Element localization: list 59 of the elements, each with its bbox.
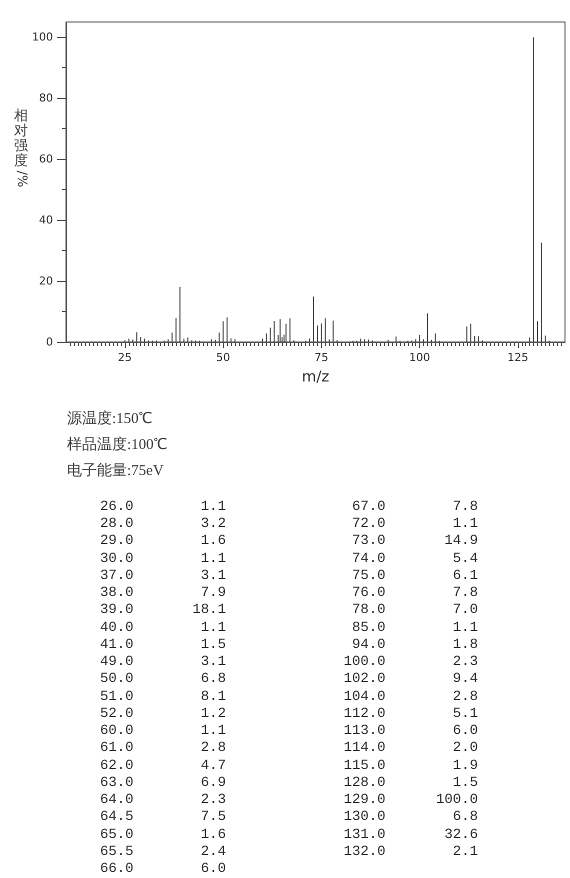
text: 41.0 1.5: [100, 636, 226, 653]
text: 61.0 2.8: [100, 740, 226, 756]
x-tick-label: 50: [216, 351, 230, 364]
text: 85.0 1.1: [352, 620, 478, 636]
text: 49.0 3.1: [100, 654, 226, 670]
text: 112.0 5.1: [344, 706, 478, 722]
text: 60.0 1.1: [100, 723, 226, 740]
text: 130.0 6.8: [344, 809, 478, 826]
x-tick-label: 25: [118, 351, 132, 364]
text: 26.0 1.1: [100, 499, 226, 515]
x-axis-title: m/z: [302, 368, 330, 386]
text: 132.0 2.1: [344, 844, 478, 860]
x-tick-label: 100: [409, 351, 430, 364]
x-tick-label: 125: [507, 351, 528, 364]
text: 样品温度:100℃: [67, 436, 168, 454]
text: 94.0 1.8: [352, 636, 478, 653]
y-tick-label: 80: [39, 92, 53, 105]
y-tick-label: 40: [39, 214, 53, 227]
text: 65.0 1.6: [100, 826, 226, 843]
text: 40.0 1.1: [100, 620, 226, 636]
text: 66.0 6.0: [100, 861, 226, 878]
text: 78.0 7.0: [352, 602, 478, 618]
text: 63.0 6.9: [100, 774, 226, 791]
text: 74.0 5.4: [352, 550, 478, 567]
text: 114.0 2.0: [344, 740, 478, 756]
text: 64.5 7.5: [100, 809, 226, 826]
y-tick-label: 60: [39, 152, 53, 166]
text: 128.0 1.5: [344, 774, 478, 791]
text: 102.0 9.4: [344, 671, 478, 688]
text: 37.0 3.1: [100, 568, 226, 584]
text: 75.0 6.1: [352, 568, 478, 584]
y-tick-label: 0: [46, 336, 53, 348]
text: 38.0 7.9: [100, 585, 226, 602]
text: 73.0 14.9: [352, 533, 478, 550]
text: 72.0 1.1: [352, 516, 478, 532]
x-tick-label: 75: [314, 351, 328, 364]
text: 52.0 1.2: [100, 706, 226, 722]
text: 62.0 4.7: [100, 758, 226, 774]
y-tick-label: 20: [39, 274, 53, 288]
text: 30.0 1.1: [100, 550, 226, 567]
text: 51.0 8.1: [100, 688, 226, 705]
text: 76.0 7.8: [352, 585, 478, 602]
text: 65.5 2.4: [100, 844, 226, 860]
text: 50.0 6.8: [100, 671, 226, 688]
text: 64.0 2.3: [100, 792, 226, 808]
text: 29.0 1.6: [100, 533, 226, 550]
text: 电子能量:75eV: [67, 462, 164, 480]
text: 源温度:150℃: [67, 410, 153, 428]
text: 28.0 3.2: [100, 516, 226, 532]
text: 104.0 2.8: [344, 688, 478, 705]
text: 39.0 18.1: [100, 602, 226, 618]
text: 113.0 6.0: [344, 723, 478, 740]
y-tick-label: 100: [32, 30, 53, 44]
text: 115.0 1.9: [344, 758, 478, 774]
text: 67.0 7.8: [352, 499, 478, 515]
y-axis-title: 相对强度/%: [14, 108, 29, 188]
text: 131.0 32.6: [344, 826, 478, 843]
text: 100.0 2.3: [344, 654, 478, 670]
text: 129.0 100.0: [344, 792, 478, 808]
